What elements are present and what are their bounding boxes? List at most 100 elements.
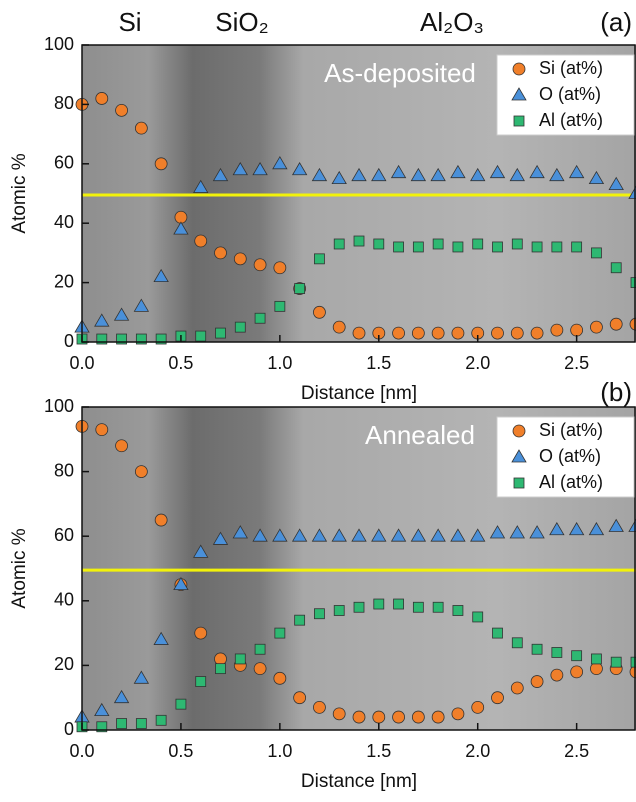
x-tick-label: 2.5 [564, 353, 589, 373]
point [470, 528, 486, 542]
point [272, 528, 288, 542]
x-axis-label: Distance [nm] [301, 771, 417, 792]
y-tick-label: 20 [54, 654, 74, 674]
point [135, 333, 147, 345]
y-tick-label: 80 [54, 93, 74, 113]
point [412, 241, 424, 253]
point [294, 283, 306, 294]
point [410, 167, 427, 182]
point [571, 650, 583, 662]
y-tick-label: 40 [54, 212, 74, 232]
point [551, 241, 563, 253]
point [215, 327, 226, 339]
x-tick-label: 2.0 [465, 353, 490, 373]
point [452, 241, 464, 253]
point [590, 320, 603, 334]
point [470, 167, 486, 182]
point [153, 631, 169, 645]
point [610, 656, 622, 668]
point [273, 261, 287, 275]
point [195, 676, 207, 687]
legend: Si (at%) O (at%) Al (at%) [496, 54, 635, 136]
point [392, 710, 405, 724]
point [313, 305, 326, 319]
point [411, 710, 425, 724]
point [412, 601, 424, 613]
point [133, 298, 150, 312]
point [568, 521, 585, 536]
point [450, 164, 466, 179]
point [608, 518, 624, 532]
legend-label: Al (at%) [539, 110, 603, 130]
point [392, 326, 405, 340]
point [274, 627, 286, 639]
point [113, 689, 130, 704]
point [472, 238, 484, 250]
point [331, 528, 347, 542]
point [155, 333, 167, 345]
point [531, 643, 543, 655]
point [430, 167, 446, 182]
point [492, 241, 503, 253]
point [529, 164, 545, 179]
y-axis-label: Atomic % [9, 153, 30, 233]
point [451, 326, 465, 340]
plot-frame [81, 44, 636, 343]
point [550, 323, 564, 337]
point [333, 605, 345, 616]
point [154, 513, 168, 527]
legend-label: O (at%) [539, 446, 601, 466]
annotation: As-deposited [324, 58, 476, 88]
plot-frame [81, 406, 636, 731]
point [531, 241, 543, 253]
point [489, 164, 506, 179]
point [510, 681, 524, 695]
legend-marker [513, 477, 525, 489]
legend-label: O (at%) [539, 84, 601, 104]
legend-marker [511, 87, 527, 101]
point [588, 170, 605, 185]
legend-label: Al (at%) [539, 472, 603, 492]
x-tick-label: 0.0 [69, 741, 94, 761]
point [373, 238, 385, 250]
point [193, 179, 209, 193]
point [510, 326, 524, 340]
point [95, 92, 109, 105]
legend-label: Si (at%) [539, 420, 603, 440]
point [353, 601, 365, 613]
point [94, 702, 110, 717]
point [509, 167, 525, 182]
point [291, 161, 308, 176]
point [234, 321, 246, 333]
point [630, 277, 636, 289]
point [432, 238, 444, 250]
point [194, 626, 208, 640]
point [253, 662, 267, 676]
point [472, 611, 484, 623]
point [432, 601, 444, 613]
point [274, 300, 286, 312]
point [173, 576, 189, 591]
point [351, 167, 367, 182]
point [311, 528, 328, 542]
region-label: Si [118, 7, 141, 37]
point [410, 528, 427, 542]
point [393, 598, 404, 610]
point [116, 333, 127, 345]
point [154, 157, 168, 171]
x-tick-label: 1.0 [267, 741, 292, 761]
point [551, 647, 563, 658]
x-tick-label: 0.5 [168, 741, 193, 761]
point [492, 627, 503, 639]
point [608, 176, 624, 190]
point [232, 161, 248, 176]
x-tick-label: 1.5 [366, 353, 391, 373]
y-tick-label: 0 [64, 331, 74, 351]
point [195, 330, 207, 342]
point [591, 247, 602, 259]
point [571, 241, 583, 253]
panel-label: (a) [600, 7, 632, 37]
point [511, 238, 523, 250]
x-tick-label: 0.0 [69, 353, 94, 373]
x-tick-label: 2.0 [465, 741, 490, 761]
